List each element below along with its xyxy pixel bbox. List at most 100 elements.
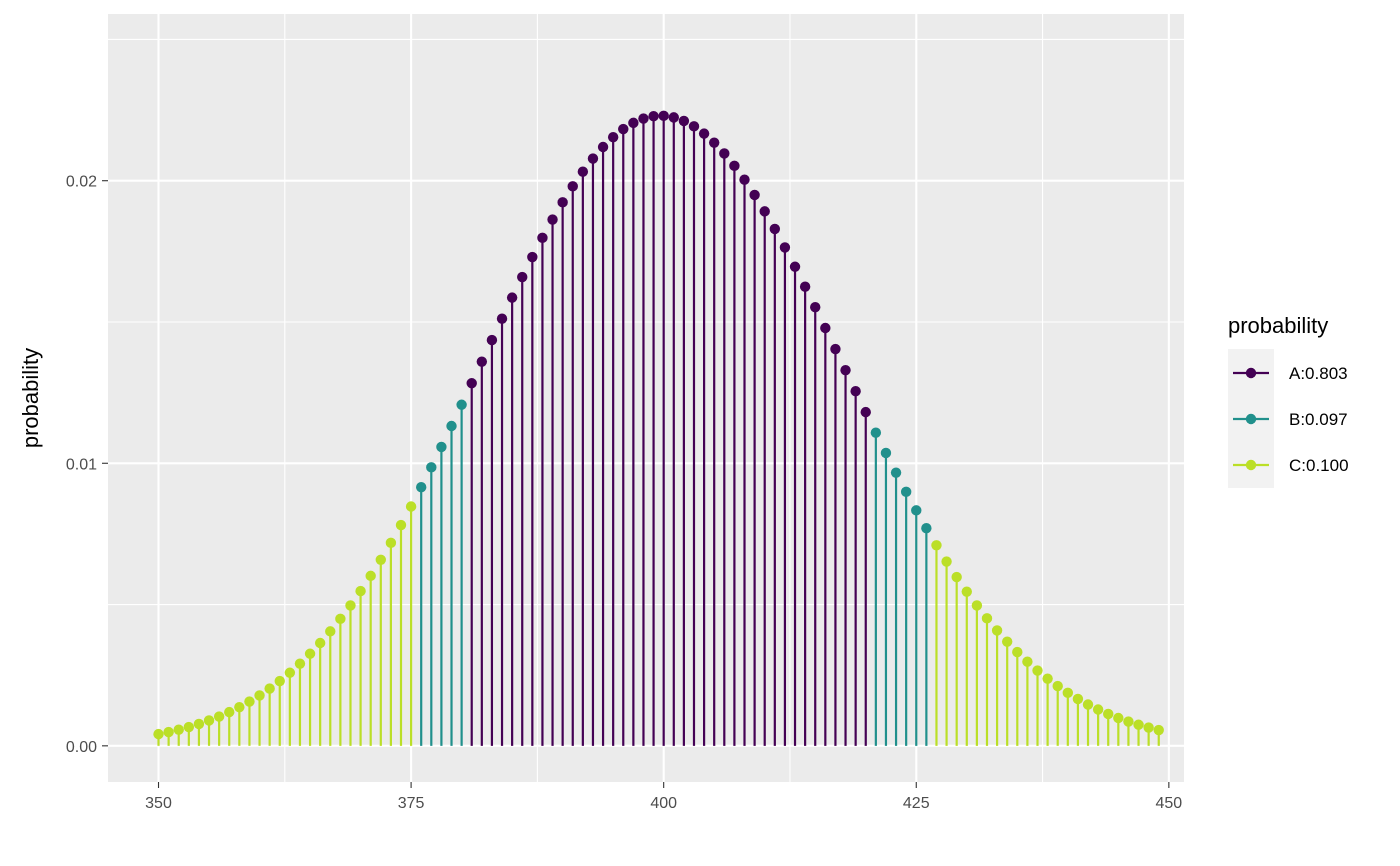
data-point [506,292,518,303]
data-point [648,111,659,122]
data-point [557,197,568,208]
x-tick-label: 375 [398,795,425,812]
data-point [708,137,720,148]
data-point [597,141,609,153]
data-point [547,214,558,225]
data-point [840,364,851,376]
y-tick-label: 0.01 [66,456,97,473]
data-point [436,441,447,453]
data-point [163,726,174,738]
data-point [314,637,326,649]
data-point [1153,724,1164,736]
data-point [607,131,619,143]
data-point [193,718,205,730]
data-point [486,334,498,346]
data-point [304,648,316,659]
data-point [405,501,417,512]
data-point [961,586,972,597]
data-point [345,600,356,611]
data-point [658,110,669,122]
data-point [1022,656,1033,667]
legend-label: B:0.097 [1289,410,1348,429]
data-point [254,690,265,701]
axes: 350 375 400 425 450 0.00 0.01 0.02 [66,174,1182,812]
data-point [375,554,386,565]
x-tick-label: 425 [903,795,930,812]
data-point [729,160,740,172]
data-point [224,706,235,718]
data-point [830,343,841,355]
panel-background [108,14,1184,782]
data-point [779,242,791,253]
data-point [921,523,932,534]
data-point [537,232,548,244]
data-point [850,386,861,397]
data-point [1062,687,1074,699]
stems [157,115,1160,746]
data-point [587,153,599,164]
legend-label: C:0.100 [1289,456,1349,475]
data-point [981,613,993,624]
data-point [810,301,821,313]
data-point [335,613,346,625]
data-point [911,505,922,516]
data-point [234,701,245,713]
legend-label: A:0.803 [1289,364,1348,383]
data-point [1113,712,1124,724]
legend: probability A:0.803 B:0.097 C:0.100 [1228,313,1349,488]
data-point [355,585,366,597]
data-point [860,406,871,418]
data-point [567,181,578,192]
legend-key-point [1245,367,1257,379]
data-point [890,467,902,478]
data-point [688,121,700,132]
data-point [628,117,639,129]
data-point [1082,699,1094,710]
data-point [668,112,679,123]
data-point [466,378,477,389]
data-point [1012,646,1023,658]
x-tick-label: 400 [650,795,677,812]
data-point [153,728,164,740]
data-point [951,571,962,583]
data-point [1123,716,1134,727]
points [153,110,1164,740]
data-point [1001,636,1013,647]
data-point [1052,680,1063,692]
data-point [527,251,538,263]
data-point [769,223,781,235]
data-point [264,683,275,694]
legend-key-point [1245,459,1257,471]
x-tick-label: 450 [1155,795,1182,812]
data-point [244,696,255,707]
data-point [1092,704,1104,715]
data-point [517,271,528,283]
y-tick-label: 0.02 [66,174,97,191]
data-point [991,625,1003,636]
data-point [213,711,225,722]
data-point [416,482,427,493]
data-point [1072,693,1084,705]
data-point [426,462,437,473]
data-point [577,166,589,177]
data-point [749,189,760,201]
legend-title: probability [1228,313,1328,338]
data-point [698,128,710,139]
legend-key-point [1245,413,1257,425]
data-point [719,148,730,159]
data-point [638,113,649,124]
data-point [971,600,983,611]
data-point [1143,722,1154,733]
data-point [365,570,376,582]
data-point [325,626,336,637]
data-point [941,556,952,567]
data-point [456,399,467,410]
data-point [789,261,801,272]
data-point [476,356,488,367]
y-axis-title: probability [18,348,43,448]
data-point [820,322,831,334]
data-point [173,724,184,735]
data-point [739,174,750,185]
data-point [880,447,892,459]
